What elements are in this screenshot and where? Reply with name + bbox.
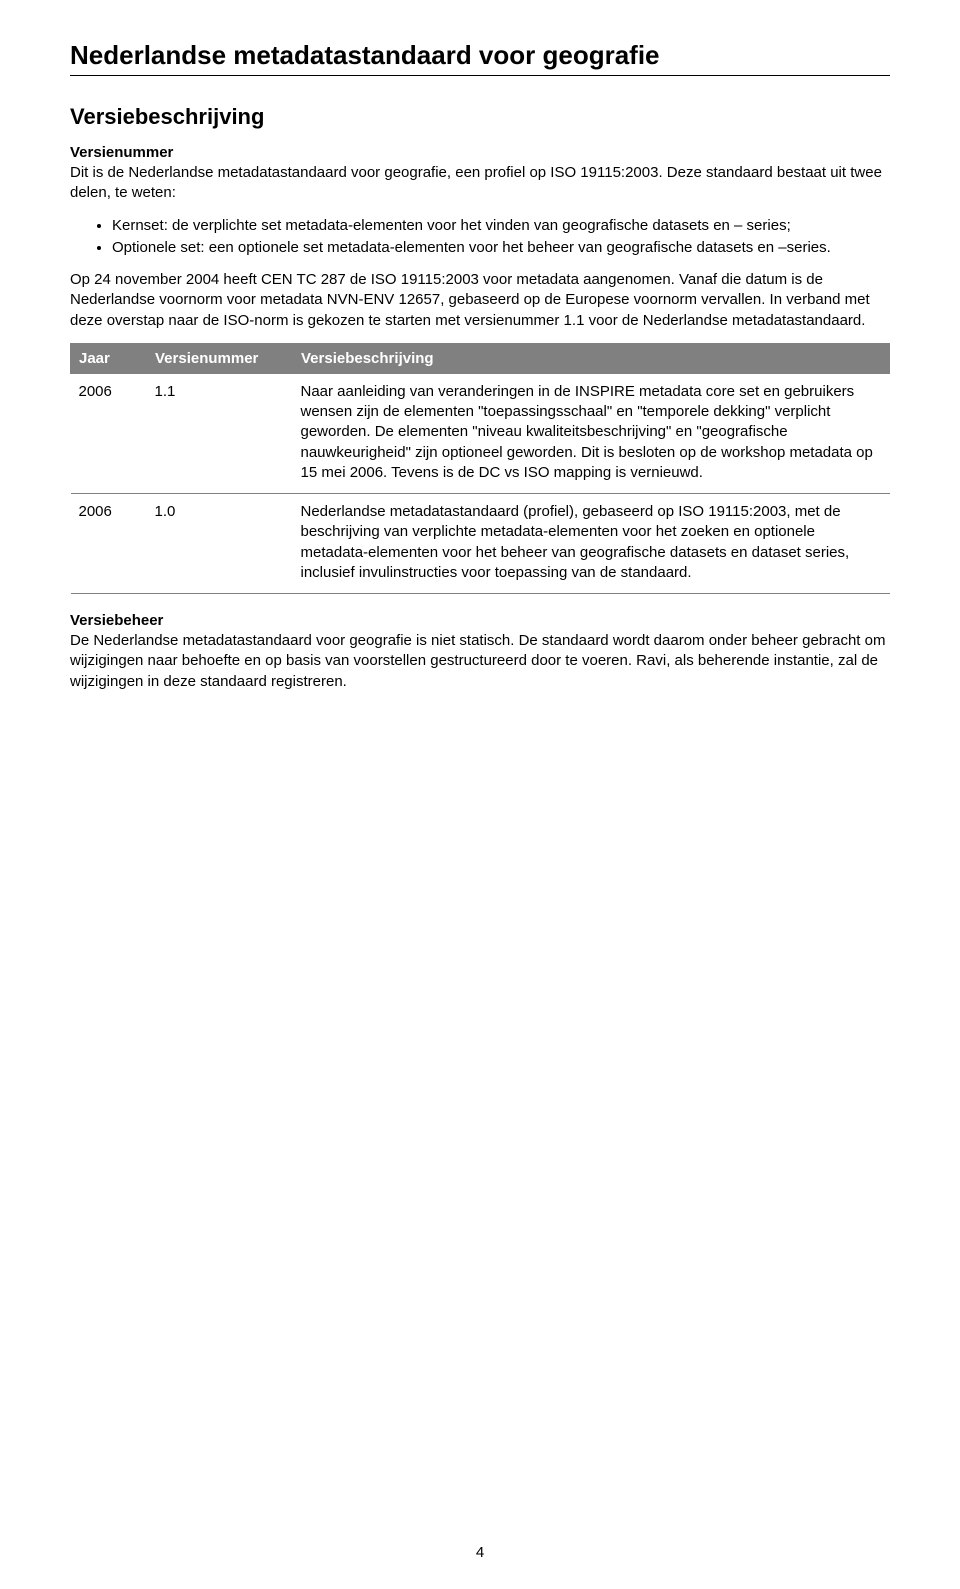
cell-beschrijving: Naar aanleiding van veranderingen in de … <box>293 373 890 493</box>
version-table: Jaar Versienummer Versiebeschrijving 200… <box>70 343 890 594</box>
page: Nederlandse metadatastandaard voor geogr… <box>0 0 960 1589</box>
section-versiebeschrijving-heading: Versiebeschrijving <box>70 104 890 130</box>
bullet-item: Optionele set: een optionele set metadat… <box>112 238 890 258</box>
versienummer-heading: Versienummer <box>70 144 890 161</box>
bullet-item: Kernset: de verplichte set metadata-elem… <box>112 216 890 236</box>
versienummer-body: Op 24 november 2004 heeft CEN TC 287 de … <box>70 270 890 331</box>
table-row: 2006 1.0 Nederlandse metadatastandaard (… <box>71 494 890 594</box>
title-rule <box>70 75 890 76</box>
cell-versienummer: 1.0 <box>147 494 293 594</box>
bullet-list: Kernset: de verplichte set metadata-elem… <box>70 216 890 259</box>
table-row: 2006 1.1 Naar aanleiding van verandering… <box>71 373 890 493</box>
page-number: 4 <box>0 1544 960 1561</box>
cell-versienummer: 1.1 <box>147 373 293 493</box>
versiebeheer-body: De Nederlandse metadatastandaard voor ge… <box>70 631 890 692</box>
cell-beschrijving: Nederlandse metadatastandaard (profiel),… <box>293 494 890 594</box>
col-versiebeschrijving: Versiebeschrijving <box>293 343 890 373</box>
cell-jaar: 2006 <box>71 494 147 594</box>
versiebeheer-heading: Versiebeheer <box>70 612 890 629</box>
table-header-row: Jaar Versienummer Versiebeschrijving <box>71 343 890 373</box>
document-title: Nederlandse metadatastandaard voor geogr… <box>70 40 890 71</box>
col-versienummer: Versienummer <box>147 343 293 373</box>
col-jaar: Jaar <box>71 343 147 373</box>
versienummer-intro: Dit is de Nederlandse metadatastandaard … <box>70 163 890 204</box>
cell-jaar: 2006 <box>71 373 147 493</box>
